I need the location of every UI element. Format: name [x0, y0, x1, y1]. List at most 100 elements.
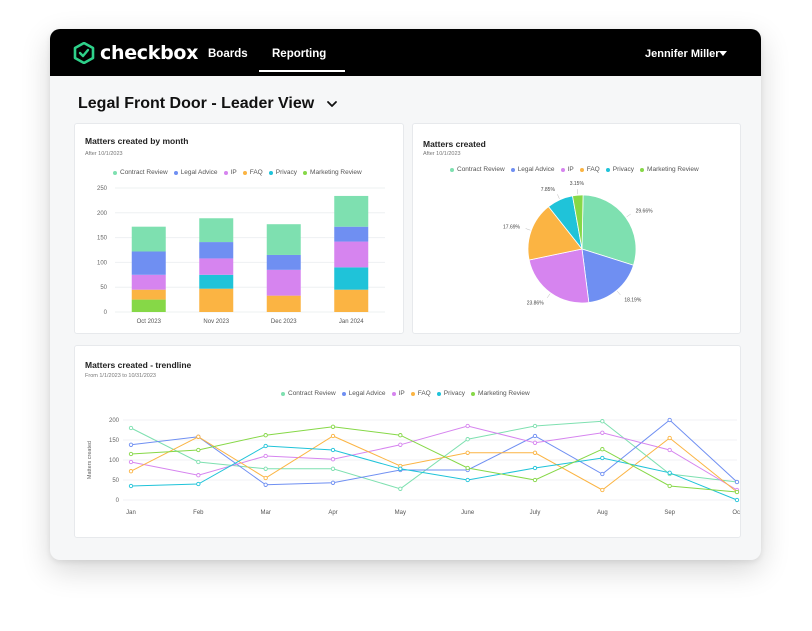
data-point-ip: [263, 453, 268, 459]
data-point-privacy: [667, 470, 672, 475]
chart-legend: Contract Review Legal Advice IP FAQ Privacy M…: [450, 166, 705, 173]
data-point-contract-review: [532, 423, 538, 429]
user-menu[interactable]: Jennifer Miller: [645, 48, 720, 60]
legend-swatch: [173, 170, 178, 175]
y-tick-label: 150: [97, 236, 108, 242]
legend-swatch: [303, 170, 308, 175]
data-point-faq: [330, 433, 336, 439]
nav-reporting[interactable]: Reporting: [272, 48, 327, 60]
legend-item-contract-review[interactable]: Contract Review: [450, 166, 505, 173]
legend-item-legal-advice[interactable]: Legal Advice: [510, 166, 555, 173]
card-subtitle: After 10/1/2023: [423, 151, 461, 157]
legend-item-marketing-review[interactable]: Marketing Review: [303, 169, 362, 176]
card-title: Matters created: [423, 139, 486, 149]
legend-item-ip[interactable]: IP: [560, 166, 574, 173]
bar-segment-legal-advice: [334, 226, 369, 242]
bar-segment-privacy: [199, 274, 234, 289]
x-tick-label: Aug: [597, 510, 608, 516]
legend-item-contract-review[interactable]: Contract Review: [281, 390, 336, 397]
pie-label-connector: [557, 194, 560, 199]
pie-slice-label: 7.85%: [541, 187, 556, 193]
data-point-marketing-review: [465, 465, 470, 471]
series-line-legal-advice: [130, 419, 738, 486]
legend-item-marketing-review[interactable]: Marketing Review: [640, 166, 699, 173]
data-point-privacy: [734, 497, 740, 503]
data-point-contract-review: [330, 466, 336, 471]
caret-down-icon[interactable]: [719, 51, 727, 57]
legend-label: IP: [567, 166, 574, 173]
data-point-ip: [667, 447, 672, 453]
legend-item-legal-advice[interactable]: Legal Advice: [173, 169, 218, 176]
data-point-marketing-review: [330, 424, 336, 429]
series-line-privacy: [130, 445, 738, 501]
data-point-ip: [398, 442, 403, 447]
pie-slice-label: 18.19%: [624, 298, 642, 304]
legend-item-faq[interactable]: FAQ: [579, 166, 600, 173]
nav-active-indicator: [259, 70, 345, 72]
x-tick-label: Dec 2023: [271, 319, 297, 325]
data-point-legal-advice: [667, 417, 672, 423]
y-tick-label: 150: [109, 438, 120, 444]
y-tick-label: 0: [104, 310, 108, 316]
legend-swatch: [223, 170, 228, 175]
card-subtitle: From 1/1/2023 to 10/31/2023: [85, 373, 156, 379]
legend-label: Privacy: [275, 169, 298, 176]
legend-label: Marketing Review: [310, 169, 362, 176]
bar-segment-legal-advice: [266, 254, 301, 270]
logo[interactable]: checkbox: [73, 42, 198, 64]
logo-text: checkbox: [100, 42, 199, 64]
data-point-faq: [263, 475, 268, 481]
legend-item-ip[interactable]: IP: [223, 169, 237, 176]
pie-label-connector: [525, 228, 531, 231]
y-tick-label: 100: [109, 458, 120, 464]
legend-item-faq[interactable]: FAQ: [410, 390, 431, 397]
y-tick-label: 50: [100, 285, 107, 291]
nav-boards[interactable]: Boards: [208, 48, 248, 60]
legend-swatch: [579, 167, 584, 172]
data-point-privacy: [263, 443, 268, 449]
pie-chart-card: Matters created After 10/1/2023 Contract…: [412, 123, 741, 334]
legend-swatch: [450, 167, 454, 172]
data-point-faq: [600, 487, 605, 493]
legend-label: FAQ: [417, 390, 431, 397]
bar-segment-ip: [266, 269, 301, 296]
legend-label: Privacy: [443, 390, 466, 397]
bar-segment-contract-review: [199, 218, 234, 243]
legend-item-privacy[interactable]: Privacy: [436, 390, 466, 397]
legend-swatch: [268, 170, 273, 175]
y-tick-label: 200: [109, 418, 120, 424]
bar-segment-faq: [334, 289, 369, 312]
pie-label-connector: [546, 293, 551, 298]
pie-label-connector: [617, 291, 621, 296]
legend-item-faq[interactable]: FAQ: [242, 169, 263, 176]
bar-segment-ip: [334, 241, 369, 268]
data-point-marketing-review: [667, 483, 672, 489]
legend-item-legal-advice[interactable]: Legal Advice: [341, 390, 386, 397]
legend-item-marketing-review[interactable]: Marketing Review: [471, 390, 530, 397]
data-point-privacy: [196, 481, 201, 487]
y-tick-label: 200: [97, 211, 108, 217]
page-title: Legal Front Door - Leader View: [78, 95, 315, 112]
series-line-marketing-review: [130, 426, 738, 493]
card-subtitle: After 10/1/2023: [85, 151, 123, 157]
chevron-down-icon[interactable]: [325, 97, 339, 111]
legend-item-ip[interactable]: IP: [391, 390, 405, 397]
legend-label: IP: [398, 390, 405, 397]
x-tick-label: July: [530, 510, 541, 516]
bar-chart: 0 50 100 150 200 250 Oct 2023 Nov 2023 Dec 2023 J…: [97, 186, 385, 325]
data-point-faq: [532, 450, 538, 455]
legend-item-contract-review[interactable]: Contract Review: [113, 169, 168, 176]
data-point-marketing-review: [398, 433, 403, 438]
legend-item-privacy[interactable]: Privacy: [605, 166, 634, 173]
legend-label: FAQ: [586, 166, 600, 173]
x-tick-label: Sep: [664, 510, 675, 516]
series-line-contract-review: [130, 420, 738, 490]
data-point-marketing-review: [734, 489, 740, 495]
bar-segment-marketing-review: [131, 299, 166, 312]
legend-item-privacy[interactable]: Privacy: [268, 169, 298, 176]
data-point-privacy: [330, 447, 336, 453]
legend-swatch: [281, 391, 285, 396]
data-point-privacy: [398, 466, 403, 471]
pie-slice-label: 29.66%: [636, 209, 654, 215]
pie-slice-label: 17.69%: [503, 224, 521, 230]
